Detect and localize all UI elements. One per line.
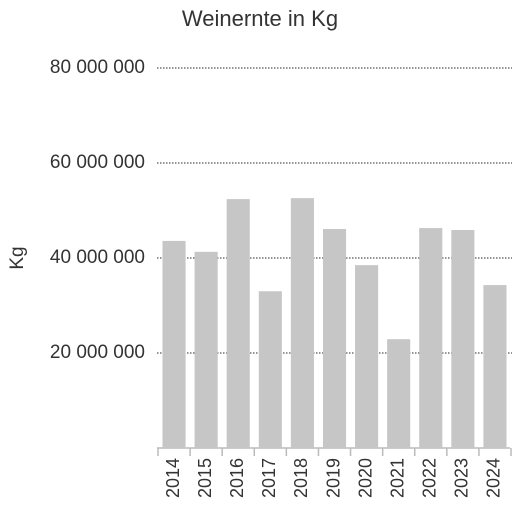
y-tick-label: 20 000 000	[50, 342, 145, 363]
bar	[355, 265, 379, 448]
y-tick-label: 60 000 000	[50, 152, 145, 173]
bar	[290, 198, 314, 448]
chart-title: Weinernte in Kg	[182, 6, 338, 31]
x-tick-label: 2016	[227, 458, 247, 498]
bar	[419, 228, 443, 448]
x-tick-label: 2019	[323, 458, 343, 498]
bar	[322, 229, 347, 448]
x-tick-label: 2018	[291, 458, 311, 498]
bar	[451, 229, 475, 448]
x-tick-label: 2021	[387, 458, 407, 498]
x-tick-label: 2015	[195, 458, 215, 498]
x-tick-label: 2014	[163, 458, 183, 498]
x-tick-label: 2023	[452, 458, 472, 498]
bar	[387, 339, 411, 448]
x-tick-label: 2024	[484, 458, 504, 498]
bar	[483, 285, 507, 448]
y-axis-label: Kg	[7, 246, 28, 269]
bar	[258, 291, 282, 448]
x-tick-label: 2020	[355, 458, 375, 498]
x-tick-label: 2022	[420, 458, 440, 498]
bar	[194, 251, 218, 448]
y-tick-label: 40 000 000	[50, 247, 145, 268]
x-tick-label: 2017	[259, 458, 279, 498]
bar	[226, 199, 250, 448]
y-tick-label: 80 000 000	[50, 57, 145, 78]
bar	[162, 240, 186, 448]
